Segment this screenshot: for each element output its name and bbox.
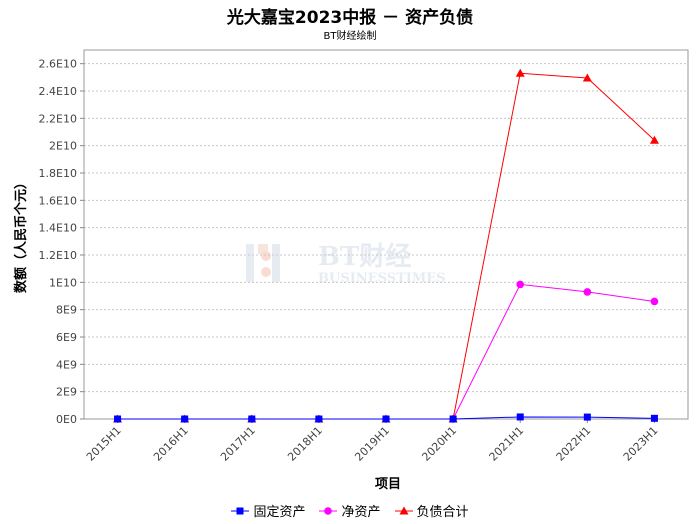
y-tick-label: 2.6E10 <box>39 58 77 71</box>
data-point <box>382 415 390 423</box>
legend-swatch-icon <box>319 506 338 515</box>
legend: 固定资产 净资产 负债合计 <box>0 501 700 520</box>
y-tick-label: 1.6E10 <box>39 194 77 207</box>
data-point <box>582 73 592 82</box>
data-point <box>649 135 659 144</box>
y-tick-label: 2.2E10 <box>39 112 77 125</box>
data-point <box>583 413 591 421</box>
watermark-subtext: BUSINESSTIMES <box>318 271 446 286</box>
data-point <box>650 414 658 422</box>
x-tick-label: 2017H1 <box>218 424 258 464</box>
x-tick-label: 2020H1 <box>419 424 459 464</box>
y-tick-label: 1.2E10 <box>39 249 77 262</box>
data-point <box>515 68 525 77</box>
data-point <box>114 415 122 423</box>
y-axis-title: 数额（人民币个元） <box>13 176 29 293</box>
data-point <box>181 415 189 423</box>
grid <box>84 63 688 420</box>
series-0 <box>114 413 658 423</box>
data-point <box>583 288 592 296</box>
plot-area <box>83 49 689 420</box>
series-layer <box>113 68 659 423</box>
legend-marker <box>399 506 408 514</box>
y-tick-label: 0E0 <box>56 413 77 426</box>
x-axis-title: 项目 <box>375 477 401 492</box>
y-tick-label: 1.4E10 <box>39 222 77 235</box>
data-point <box>248 415 256 423</box>
x-tick-label: 2021H1 <box>487 424 527 464</box>
data-point <box>315 415 323 423</box>
legend-item: 负债合计 <box>394 501 469 520</box>
chart-title: 光大嘉宝2023中报 － 资产负债 <box>226 8 474 28</box>
legend-label: 净资产 <box>341 505 381 520</box>
y-tick-label: 2E10 <box>49 140 77 153</box>
legend-swatch-icon <box>394 506 413 514</box>
data-point <box>650 297 659 306</box>
series-1 <box>113 280 659 423</box>
y-tick-label: 1.8E10 <box>39 167 77 180</box>
x-tick-label: 2023H1 <box>621 424 661 464</box>
watermark-logo-icon <box>246 244 280 282</box>
legend-marker <box>324 506 333 515</box>
x-tick-label: 2016H1 <box>151 424 191 464</box>
data-point <box>516 280 525 289</box>
watermark-text: BT财经 <box>318 241 411 272</box>
legend-label: 固定资产 <box>253 505 306 520</box>
x-tick-label: 2015H1 <box>84 424 124 464</box>
legend-marker <box>236 507 244 514</box>
chart-subtitle: BT财经绘制 <box>323 31 377 42</box>
y-tick-label: 6E9 <box>56 331 77 344</box>
x-tick-label: 2022H1 <box>554 424 594 464</box>
y-tick-label: 8E9 <box>56 304 77 317</box>
series-line <box>117 283 655 420</box>
legend-item: 固定资产 <box>231 501 305 520</box>
legend-item: 净资产 <box>319 501 381 520</box>
x-tick-label: 2019H1 <box>352 424 392 464</box>
x-tick-label: 2018H1 <box>285 424 325 464</box>
legend-label: 负债合计 <box>416 505 469 520</box>
y-tick-label: 4E9 <box>56 358 77 371</box>
legend-swatch-icon <box>231 507 250 514</box>
y-tick-label: 2.4E10 <box>39 85 77 98</box>
y-tick-label: 2E9 <box>56 386 77 399</box>
x-axis: 2015H1 2016H1 2017H1 2018H1 2019H1 2020H1 2021… <box>84 419 661 464</box>
data-point <box>516 413 524 421</box>
y-axis: 0E0 2E9 4E9 6E9 8E9 1E10 1.2E10 1.4E10 1.6E10 1.8… <box>39 58 84 426</box>
chart-canvas: BT财经 BUSINESSTIMES 0E0 2E9 4E9 6E9 8E9 1E10 1.… <box>13 49 689 492</box>
y-tick-label: 1E10 <box>49 276 77 289</box>
watermark: BT财经 BUSINESSTIMES <box>246 241 446 286</box>
data-point <box>449 415 457 423</box>
